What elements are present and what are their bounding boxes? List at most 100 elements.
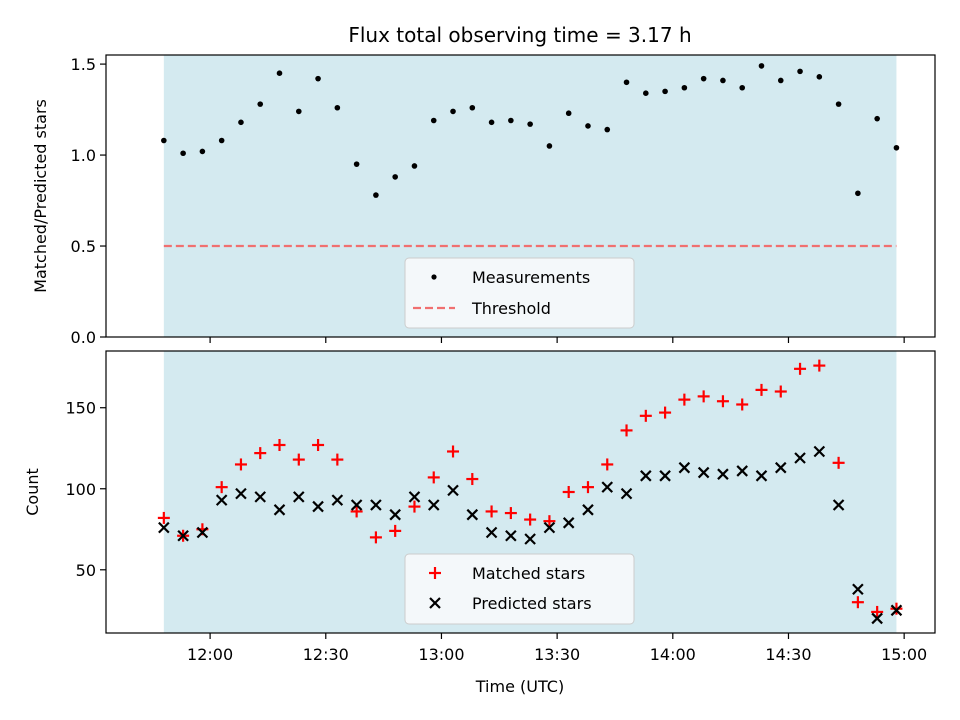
bottom-y-tick-label: 100 xyxy=(65,480,96,499)
predicted-star-point xyxy=(447,484,459,497)
x-tick-label: 14:30 xyxy=(765,645,811,664)
predicted-star-point xyxy=(736,465,748,477)
matched-star-point xyxy=(524,513,537,526)
measurement-point xyxy=(546,143,553,149)
matched-star-point xyxy=(292,453,305,466)
measurement-point xyxy=(199,148,206,155)
predicted-star-point xyxy=(543,521,556,534)
measurement-point xyxy=(585,123,591,129)
top-x-ticks xyxy=(209,337,905,343)
legend-matched-marker xyxy=(429,567,441,579)
matched-star-point xyxy=(736,398,749,411)
predicted-star-point xyxy=(273,504,286,516)
matched-star-point xyxy=(620,424,633,437)
matched-star-point xyxy=(813,359,826,372)
predicted-star-point xyxy=(832,499,845,511)
x-tick-label: 13:30 xyxy=(534,645,580,664)
bottom-legend: Matched stars Predicted stars xyxy=(404,553,635,625)
predicted-star-point xyxy=(158,521,170,534)
measurement-point xyxy=(855,190,861,197)
predicted-star-point xyxy=(215,494,228,506)
predicted-star-point xyxy=(293,491,305,503)
bottom-y-tick-label: 50 xyxy=(76,561,96,580)
measurement-point xyxy=(874,115,880,122)
predicted-star-point xyxy=(196,526,209,539)
legend-predicted-marker xyxy=(429,597,441,609)
matched-star-point xyxy=(485,505,498,518)
x-axis-label: Time (UTC) xyxy=(475,677,564,696)
matched-star-point xyxy=(504,507,517,520)
matched-star-point xyxy=(871,605,884,618)
measurement-point xyxy=(218,137,225,144)
matched-star-point xyxy=(254,447,267,460)
top-y-tick-label: 0.5 xyxy=(71,237,96,256)
bottom-legend-box xyxy=(404,553,635,625)
legend-measurements-marker xyxy=(431,274,437,280)
measurement-point xyxy=(430,117,437,124)
matched-star-point xyxy=(697,390,710,403)
measurement-point xyxy=(565,110,572,117)
measurement-point xyxy=(295,108,302,115)
predicted-star-point xyxy=(717,468,729,480)
bottom-x-ticks: 12:00 12:30 13:00 13:30 14:00 14:30 15:00 xyxy=(187,633,927,664)
matched-star-point xyxy=(659,406,672,419)
predicted-star-point xyxy=(871,612,883,625)
legend-threshold-label: Threshold xyxy=(471,299,551,318)
matched-star-point xyxy=(774,385,787,398)
top-panel: Flux total observing time = 3.17 h 0.00.… xyxy=(31,23,936,347)
top-y-axis-label: Matched/Predicted stars xyxy=(31,99,50,293)
measurement-point xyxy=(238,119,244,126)
measurement-point xyxy=(353,161,360,167)
legend-measurements-label: Measurements xyxy=(472,268,590,287)
matched-star-point xyxy=(447,445,460,458)
predicted-star-point xyxy=(562,517,575,529)
predicted-star-point xyxy=(640,470,652,482)
predicted-star-point xyxy=(370,499,382,511)
measurement-point xyxy=(758,63,765,69)
predicted-star-point xyxy=(813,445,826,458)
legend-matched-label: Matched stars xyxy=(472,564,585,583)
predicted-star-point xyxy=(408,491,421,503)
measurement-point xyxy=(508,117,514,124)
matched-star-point xyxy=(562,486,575,498)
measurement-point xyxy=(334,104,341,111)
measurement-point xyxy=(488,119,495,126)
matched-star-point xyxy=(408,500,421,513)
top-y-ticks: 0.0 0.5 1.0 1.5 xyxy=(71,55,106,347)
matched-star-point xyxy=(312,439,325,451)
x-tick-label: 15:00 xyxy=(881,645,927,664)
matched-star-point xyxy=(369,531,382,544)
matched-star-point xyxy=(851,596,864,609)
measurement-point xyxy=(643,90,649,97)
measurement-point xyxy=(893,144,900,151)
matched-star-point xyxy=(581,481,594,494)
matched-star-point xyxy=(466,473,479,486)
predicted-star-point xyxy=(678,461,691,474)
measurement-point xyxy=(797,68,803,75)
matched-star-point xyxy=(234,458,247,471)
matched-star-point xyxy=(389,524,402,537)
measurement-point xyxy=(411,163,418,169)
measurement-point xyxy=(373,192,379,198)
predicted-star-point xyxy=(659,470,671,482)
x-tick-label: 12:30 xyxy=(303,645,349,664)
top-measurement-points xyxy=(161,63,900,198)
measurement-point xyxy=(276,70,283,76)
predicted-star-point xyxy=(254,491,267,503)
measurement-point xyxy=(623,79,630,86)
measurement-point xyxy=(835,101,842,107)
predicted-star-point xyxy=(177,529,189,542)
measurement-point xyxy=(257,101,264,107)
matched-star-point xyxy=(350,505,363,518)
x-tick-label: 13:00 xyxy=(418,645,464,664)
measurement-point xyxy=(662,88,668,95)
measurement-point xyxy=(604,126,611,133)
measurement-point xyxy=(777,77,784,84)
measurement-point xyxy=(392,174,398,180)
predicted-star-point xyxy=(350,499,363,511)
measurement-point xyxy=(315,75,321,82)
bottom-y-ticks: 50 100 150 xyxy=(65,399,106,580)
predicted-star-point xyxy=(774,461,787,474)
predicted-star-point xyxy=(485,526,498,539)
